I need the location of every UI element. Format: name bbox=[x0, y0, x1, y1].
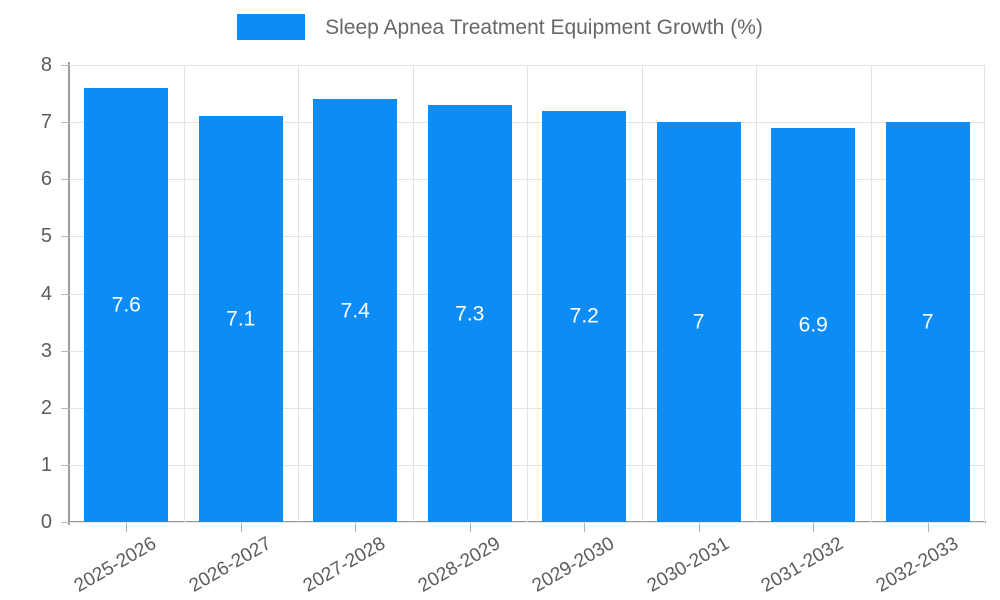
x-axis-tick-label: 2029-2030 bbox=[529, 533, 619, 597]
x-axis-tick-mark bbox=[699, 523, 700, 532]
bar-value-label: 7.2 bbox=[569, 304, 599, 328]
y-axis-tick-mark bbox=[61, 236, 68, 238]
y-axis-tick-mark bbox=[61, 522, 68, 523]
y-axis-tick-mark bbox=[61, 179, 68, 181]
chart-legend: Sleep Apnea Treatment Equipment Growth (… bbox=[0, 14, 1000, 40]
bar[interactable]: 7.2 bbox=[542, 110, 627, 522]
legend-color-swatch-icon bbox=[237, 14, 306, 40]
plot-area: 7.6 7.1 7.4 7.3 7.2 7 6.9 7 bbox=[69, 65, 985, 523]
x-axis-tick-label: 2032-2033 bbox=[872, 533, 962, 597]
gridline-vertical bbox=[527, 65, 528, 522]
bar[interactable]: 6.9 bbox=[771, 127, 856, 522]
y-axis-tick-label: 0 bbox=[40, 511, 52, 533]
bar[interactable]: 7.4 bbox=[313, 99, 398, 522]
x-axis-tick-mark bbox=[813, 523, 814, 532]
bar-value-label: 7 bbox=[692, 310, 705, 334]
legend-item-sleep-apnea-growth[interactable]: Sleep Apnea Treatment Equipment Growth (… bbox=[237, 14, 763, 40]
x-axis-tick-mark bbox=[584, 523, 585, 532]
y-axis-tick-mark bbox=[61, 293, 68, 295]
bar[interactable]: 7.3 bbox=[427, 105, 512, 522]
bar-value-label: 7.1 bbox=[226, 307, 256, 331]
bar-value-label: 7 bbox=[921, 310, 934, 334]
y-axis-tick-mark bbox=[61, 350, 68, 352]
y-axis-tick-label: 5 bbox=[40, 225, 52, 248]
y-axis-tick-mark bbox=[61, 407, 68, 409]
x-axis-tick-label: 2031-2032 bbox=[758, 533, 848, 597]
y-axis-tick-label: 8 bbox=[40, 54, 52, 76]
bar-value-label: 7.6 bbox=[111, 293, 141, 317]
y-axis-tick-label: 3 bbox=[40, 339, 52, 362]
gridline-vertical bbox=[756, 65, 757, 522]
gridline-horizontal bbox=[69, 522, 985, 523]
y-axis-tick-mark bbox=[61, 65, 68, 66]
x-axis-tick-label: 2026-2027 bbox=[185, 533, 275, 597]
gridline-vertical bbox=[184, 65, 185, 522]
gridline-vertical bbox=[298, 65, 299, 522]
bar-value-label: 6.9 bbox=[798, 313, 828, 337]
bar[interactable]: 7 bbox=[885, 122, 970, 522]
bar[interactable]: 7.6 bbox=[84, 87, 169, 522]
y-axis-tick-label: 4 bbox=[40, 282, 52, 305]
y-axis-tick-mark bbox=[61, 464, 68, 466]
x-axis-tick-label: 2027-2028 bbox=[300, 533, 390, 597]
y-axis-tick-mark bbox=[61, 122, 68, 124]
x-axis-tick-label: 2028-2029 bbox=[414, 533, 504, 597]
x-axis-tick-mark bbox=[928, 523, 929, 532]
plot-right-border bbox=[984, 65, 985, 522]
x-axis-tick-label: 2025-2026 bbox=[71, 533, 161, 597]
gridline-vertical bbox=[413, 65, 414, 522]
y-axis-tick-label: 1 bbox=[40, 453, 52, 476]
gridline-vertical bbox=[871, 65, 872, 522]
x-axis-tick-label: 2030-2031 bbox=[643, 533, 733, 597]
bar[interactable]: 7.1 bbox=[198, 116, 283, 522]
legend-item-label: Sleep Apnea Treatment Equipment Growth (… bbox=[325, 15, 763, 39]
bar[interactable]: 7 bbox=[656, 122, 741, 522]
bar-value-label: 7.3 bbox=[455, 302, 485, 325]
y-axis-tick-label: 6 bbox=[40, 168, 52, 191]
y-axis-tick-label: 2 bbox=[40, 396, 52, 419]
x-axis-tick-mark bbox=[470, 523, 471, 532]
x-axis-tick-mark bbox=[241, 523, 242, 532]
bar-value-label: 7.4 bbox=[340, 299, 370, 323]
x-axis-tick-mark bbox=[355, 523, 356, 532]
y-axis-tick-label: 7 bbox=[40, 111, 52, 134]
x-axis-tick-mark bbox=[126, 523, 127, 532]
gridline-vertical bbox=[642, 65, 643, 522]
